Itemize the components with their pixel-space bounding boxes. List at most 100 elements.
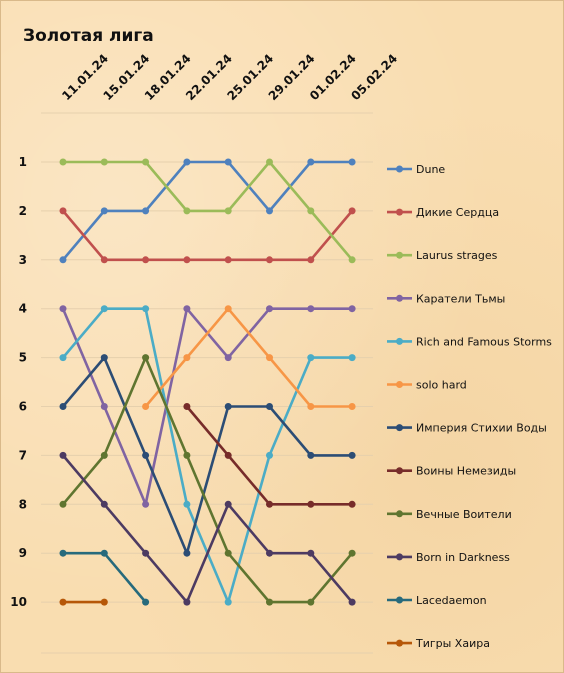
data-point [348, 598, 356, 606]
legend-label: Born in Darkness [416, 551, 510, 564]
data-point [307, 549, 315, 557]
data-point [307, 305, 315, 313]
data-point [307, 598, 315, 606]
data-point [224, 403, 232, 410]
data-point [183, 207, 191, 215]
y-tick-label: 8 [19, 497, 27, 511]
data-point [307, 354, 315, 362]
data-point [100, 451, 108, 459]
legend-label: solo hard [416, 379, 467, 392]
data-point [100, 158, 108, 166]
data-point [307, 207, 315, 215]
y-tick-label: 6 [19, 400, 27, 414]
legend-entry: Каратели Тьмы [387, 292, 505, 305]
legend-entry: Lacedaemon [387, 594, 487, 607]
data-point [266, 500, 273, 508]
data-point [142, 305, 150, 313]
x-axis-labels: 11.01.2415.01.2418.01.2422.01.2425.01.24… [59, 51, 400, 103]
legend-label: Lacedaemon [416, 594, 487, 607]
legend-marker [396, 639, 403, 647]
legend-marker [396, 165, 403, 173]
series-line [62, 356, 354, 604]
legend-marker [396, 467, 403, 475]
data-point [59, 158, 67, 166]
legend-entry: Дикие Сердца [387, 206, 499, 219]
y-tick-label: 1 [19, 155, 27, 169]
legend-label: Тигры Хаира [415, 637, 490, 650]
data-point [100, 305, 108, 313]
data-point [100, 500, 108, 508]
y-tick-label: 3 [19, 253, 27, 267]
series-group [59, 598, 108, 606]
legend-label: Dune [416, 163, 445, 176]
legend-marker [396, 208, 403, 216]
y-axis-labels: 1 2 3 4 5 6 7 8 9 10 [10, 155, 27, 609]
data-point [307, 403, 315, 410]
series-group [59, 451, 356, 606]
y-tick-label: 9 [19, 546, 27, 560]
data-point [348, 158, 356, 166]
series-lines [59, 158, 356, 606]
legend-marker [396, 381, 403, 388]
series-line [63, 551, 147, 603]
legend-label: Каратели Тьмы [416, 292, 505, 305]
data-point [142, 500, 150, 508]
legend-entry: Воины Немезиды [387, 465, 516, 478]
data-point [348, 549, 356, 557]
data-point [142, 354, 150, 362]
series-line [144, 307, 353, 408]
series-line [62, 356, 353, 555]
data-point [348, 451, 356, 459]
data-point [100, 549, 108, 557]
data-point [100, 354, 108, 362]
data-point [100, 256, 108, 264]
legend-entry: Laurus strages [387, 249, 498, 262]
data-point [59, 256, 67, 264]
data-point [183, 403, 191, 410]
data-point [183, 158, 191, 166]
data-point [183, 549, 191, 557]
data-point [348, 305, 356, 313]
chart-title: Золотая лига [23, 26, 154, 46]
data-point [59, 403, 67, 410]
legend-entry: Dune [387, 163, 445, 176]
legend-entry: Rich and Famous Storms [387, 335, 552, 348]
data-point [266, 256, 273, 264]
data-point [307, 158, 315, 166]
legend-marker [396, 251, 403, 259]
data-point [224, 354, 232, 362]
data-point [59, 549, 67, 557]
data-point [348, 500, 356, 508]
legend-marker [396, 337, 403, 345]
data-point [266, 305, 273, 313]
series-group [59, 158, 356, 264]
data-point [266, 207, 273, 215]
data-point [183, 500, 191, 508]
legend-marker [396, 596, 403, 604]
data-point [266, 549, 273, 557]
legend-marker [396, 294, 403, 302]
data-point [183, 451, 191, 459]
legend-marker [396, 553, 403, 561]
data-point [224, 598, 232, 606]
data-point [348, 207, 356, 215]
gridlines [41, 112, 373, 654]
data-point [142, 451, 150, 459]
data-point [224, 256, 232, 264]
data-point [59, 500, 67, 508]
data-point [224, 207, 232, 215]
legend-entry: Born in Darkness [387, 551, 510, 564]
legend-marker [396, 424, 403, 432]
legend-label: Империя Стихии Воды [416, 422, 547, 435]
data-point [266, 354, 273, 362]
data-point [348, 354, 356, 362]
data-point [307, 500, 315, 508]
series-line [62, 210, 354, 262]
data-point [142, 207, 150, 215]
data-point [348, 256, 356, 264]
data-point [142, 549, 150, 557]
data-point [224, 305, 232, 313]
legend-entry: solo hard [387, 379, 467, 392]
data-point [183, 256, 191, 264]
series-group [59, 354, 356, 606]
